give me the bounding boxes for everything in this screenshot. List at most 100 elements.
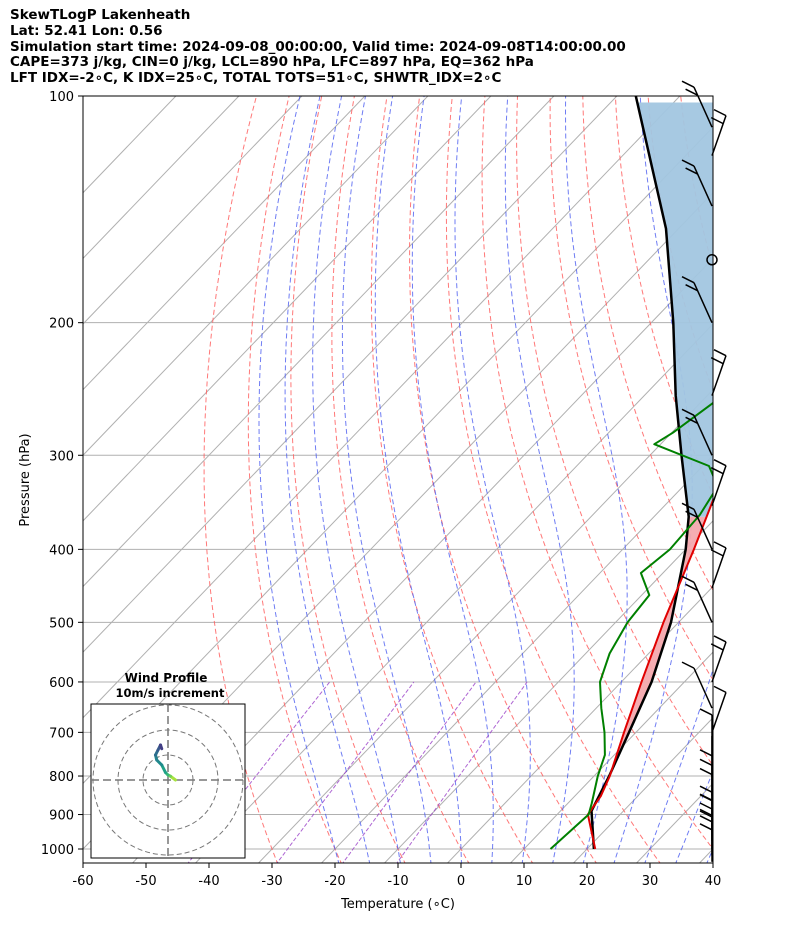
barb-flag xyxy=(681,502,695,511)
moist-adiabat xyxy=(284,96,371,863)
moist-adiabat xyxy=(564,96,628,863)
barb-flag xyxy=(699,785,713,793)
barb-staff xyxy=(693,165,713,207)
moist-adiabat xyxy=(454,96,531,863)
y-tick-label: 700 xyxy=(49,726,74,741)
barb-flag xyxy=(685,284,698,292)
moist-adiabat xyxy=(504,96,575,863)
x-tick-label: -20 xyxy=(324,874,345,889)
hodograph-title: Wind Profile xyxy=(125,671,208,685)
dry-adiabat xyxy=(516,96,713,767)
dry-adiabat xyxy=(290,96,406,863)
barb-flag xyxy=(681,408,695,416)
isotherm-line xyxy=(446,585,713,863)
y-tick-label: 1000 xyxy=(41,843,74,858)
barb-flag xyxy=(713,348,727,357)
barb-flag xyxy=(685,167,698,175)
isotherm-line xyxy=(83,96,618,653)
barb-flag xyxy=(699,808,713,817)
barb-staff xyxy=(711,465,727,506)
moist-adiabat xyxy=(312,96,401,863)
dry-adiabat xyxy=(331,96,470,863)
x-tick-label: -40 xyxy=(198,874,219,889)
dry-adiabat xyxy=(746,96,794,865)
wind-barb xyxy=(699,708,713,755)
barb-staff xyxy=(693,582,713,623)
barb-flag xyxy=(681,80,695,88)
isotherm-line xyxy=(83,96,681,719)
barb-flag xyxy=(713,459,727,467)
mixing-ratio-line xyxy=(342,681,477,863)
barb-flag xyxy=(699,708,713,716)
barb-flag xyxy=(699,749,713,757)
y-tick-label: 300 xyxy=(49,449,74,464)
x-tick-label: -30 xyxy=(261,874,282,889)
barb-flag xyxy=(710,467,724,475)
y-tick-label: 500 xyxy=(49,616,74,631)
wind-barb xyxy=(711,685,727,733)
barb-flag xyxy=(713,541,727,549)
barb-flag xyxy=(713,685,727,694)
plot-area xyxy=(83,96,794,865)
isotherm-line xyxy=(257,388,713,863)
hodograph-segment xyxy=(159,743,164,751)
barb-flag xyxy=(681,661,695,669)
barb-staff xyxy=(711,547,727,589)
isotherm-line xyxy=(83,96,240,260)
barb-flag xyxy=(699,823,713,831)
y-tick-label: 200 xyxy=(49,317,74,332)
moist-adiabat xyxy=(374,96,462,863)
barb-flag xyxy=(681,159,695,167)
isotherm-line xyxy=(635,782,713,863)
barb-flag xyxy=(681,276,695,284)
calm-circle xyxy=(706,254,718,266)
barb-flag xyxy=(710,643,724,651)
barb-flag xyxy=(685,510,698,519)
x-tick-label: 40 xyxy=(705,874,722,889)
moist-adiabat xyxy=(411,96,494,863)
wind-barb xyxy=(710,108,727,156)
isotherm-line xyxy=(194,323,713,863)
wind-barb xyxy=(681,80,713,128)
barb-flag xyxy=(713,108,727,117)
x-tick-label: 20 xyxy=(579,874,596,889)
barb-staff xyxy=(693,509,713,550)
wind-barb xyxy=(699,794,713,841)
barb-flag xyxy=(699,767,713,776)
x-tick-label: -10 xyxy=(387,874,408,889)
time-label: Simulation start time: 2024-09-08_00:00:… xyxy=(10,38,626,55)
barb-flag xyxy=(685,416,698,424)
dry-adiabat xyxy=(779,96,794,865)
moist-adiabat xyxy=(258,96,340,863)
dry-adiabat xyxy=(247,96,342,863)
wind-barb xyxy=(710,635,727,683)
barb-flag xyxy=(713,635,727,643)
wind-barb xyxy=(681,661,713,709)
location-label: Lat: 52.41 Lon: 0.56 xyxy=(10,22,163,39)
temperature-line xyxy=(586,497,713,850)
y-axis-label: Pressure (hPa) xyxy=(18,433,33,526)
dewpoint-line xyxy=(549,401,713,850)
hodograph-inset xyxy=(90,703,246,859)
isotherm-line xyxy=(83,96,429,456)
hodograph-subtitle: 10m/s increment xyxy=(116,686,225,700)
isotherm-line xyxy=(509,651,713,863)
barb-staff xyxy=(693,414,713,456)
barb-flag xyxy=(710,116,724,125)
barb-staff xyxy=(711,641,727,683)
barb-flag xyxy=(699,802,713,810)
moist-adiabat xyxy=(341,96,432,863)
barb-flag xyxy=(685,88,698,96)
dry-adiabat xyxy=(445,96,661,863)
barb-staff xyxy=(693,282,713,323)
axes: -60 -50 -40 -30 -20 -10 0 10 20 30 40 1000 900 800 700… xyxy=(41,90,721,889)
wind-barb xyxy=(710,541,727,589)
isotherm-line xyxy=(83,96,303,325)
barb-flag xyxy=(710,549,724,557)
stability-indices: CAPE=373 j/kg, CIN=0 j/kg, LCL=890 hPa, … xyxy=(10,54,534,71)
isotherm-line xyxy=(83,96,492,522)
dry-adiabat xyxy=(203,96,278,863)
x-tick-label: 0 xyxy=(457,874,465,889)
chart-title: SkewTLogP Lakenheath xyxy=(10,7,191,23)
chart-header: SkewTLogP Lakenheath Lat: 52.41 Lon: 0.5… xyxy=(10,7,626,87)
